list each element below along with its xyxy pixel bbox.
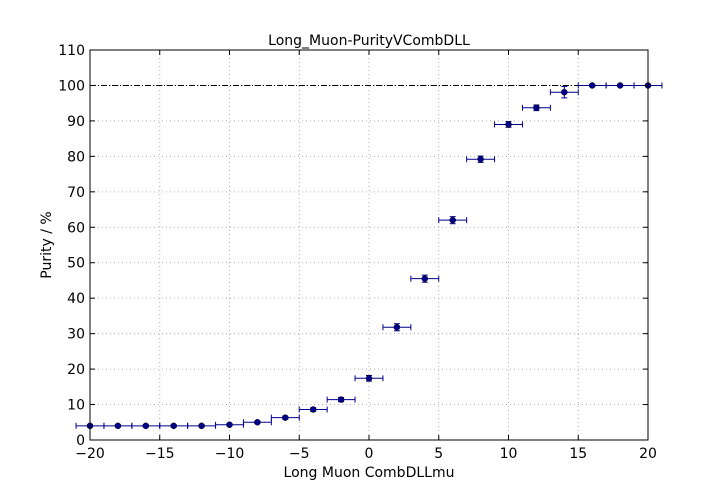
- data-point: [103, 422, 133, 430]
- y-tick-label: 100: [58, 78, 85, 94]
- x-tick-label: 15: [569, 446, 587, 462]
- data-series: [75, 82, 663, 430]
- data-marker: [142, 422, 150, 430]
- y-tick-label: 110: [58, 43, 85, 59]
- data-marker: [393, 324, 401, 331]
- data-point: [187, 422, 217, 430]
- x-tick-label: 10: [500, 446, 518, 462]
- data-point: [131, 422, 161, 430]
- y-tick-label: 20: [67, 362, 85, 378]
- data-point: [242, 419, 272, 426]
- y-tick-label: 50: [67, 256, 85, 272]
- data-point: [159, 422, 189, 430]
- data-point: [215, 421, 244, 429]
- y-tick-label: 0: [76, 433, 85, 449]
- y-tick-label: 80: [67, 149, 85, 165]
- data-marker: [309, 406, 317, 413]
- data-marker: [198, 422, 205, 430]
- data-point: [326, 396, 356, 403]
- data-marker: [226, 421, 233, 429]
- data-marker: [337, 396, 345, 403]
- y-axis-title: Purity / %: [39, 211, 55, 278]
- x-tick-label: −5: [289, 446, 310, 462]
- x-tick-label: −15: [145, 446, 175, 462]
- y-tick-label: 60: [67, 220, 85, 236]
- x-tick-label: −10: [215, 446, 245, 462]
- data-marker: [477, 155, 484, 163]
- data-marker: [282, 414, 289, 421]
- x-tick-label: 0: [365, 446, 374, 462]
- data-point: [521, 104, 551, 112]
- data-marker: [170, 422, 177, 430]
- y-tick-label: 30: [67, 327, 85, 343]
- data-marker: [533, 104, 540, 112]
- y-tick-label: 40: [67, 291, 85, 307]
- data-marker: [561, 88, 568, 96]
- y-tick-label: 90: [67, 114, 85, 130]
- data-point: [605, 82, 635, 89]
- data-point: [270, 414, 300, 421]
- data-point: [438, 216, 468, 225]
- data-point: [354, 374, 384, 382]
- chart-title: Long_Muon-PurityVCombDLL: [268, 33, 470, 49]
- data-point: [549, 86, 579, 99]
- x-tick-label: −20: [75, 446, 105, 462]
- data-point: [382, 323, 412, 332]
- data-marker: [505, 121, 512, 128]
- data-marker: [588, 82, 596, 89]
- x-tick-label: 5: [434, 446, 443, 462]
- data-point: [494, 121, 523, 128]
- data-marker: [421, 275, 429, 282]
- data-marker: [365, 375, 373, 382]
- data-marker: [254, 419, 261, 426]
- x-tick-label: 20: [639, 446, 657, 462]
- data-point: [410, 274, 440, 283]
- y-tick-label: 10: [67, 398, 85, 414]
- data-marker: [114, 422, 122, 430]
- data-marker: [449, 216, 456, 224]
- data-point: [466, 155, 496, 163]
- data-point: [577, 82, 607, 89]
- data-point: [298, 406, 328, 413]
- axis-ticks: −20 −15 −10 −5 0 5 10 15 20 0 10 20 30 40 50 60 70 80 90 10…: [58, 43, 657, 462]
- x-axis-title: Long Muon CombDLLmu: [284, 465, 455, 481]
- y-tick-label: 70: [67, 185, 85, 201]
- data-marker: [616, 82, 624, 89]
